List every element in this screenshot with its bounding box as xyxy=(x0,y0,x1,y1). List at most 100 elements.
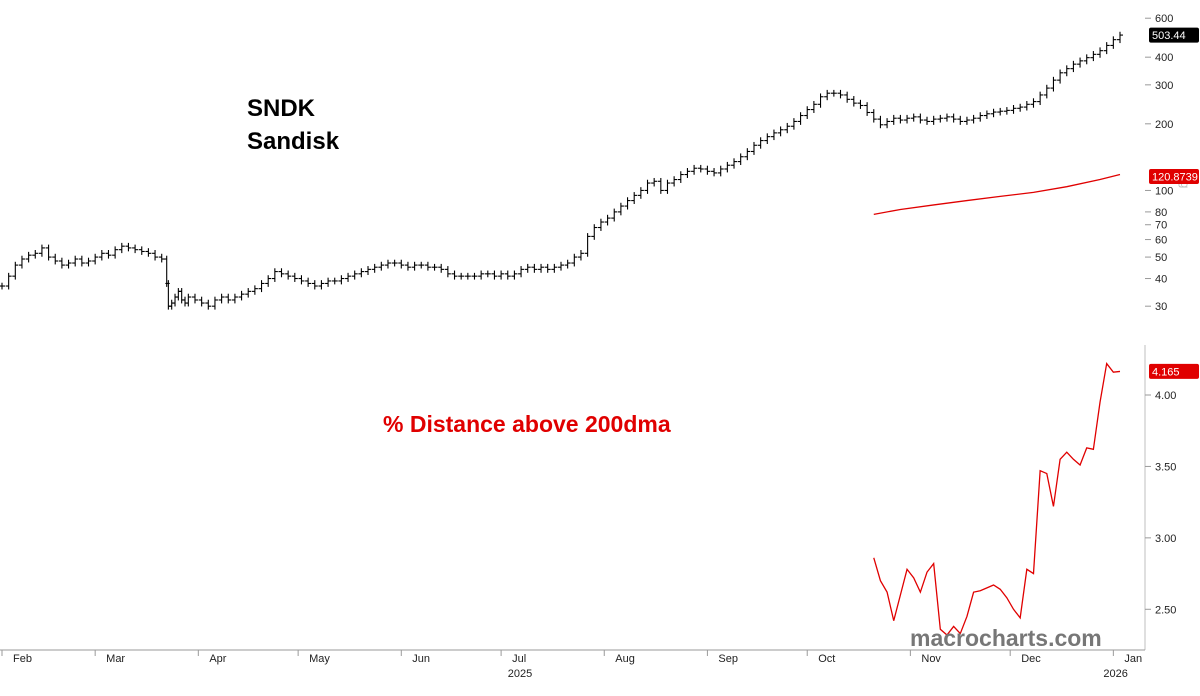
price-bar xyxy=(1017,103,1024,112)
distance-tick-label: 3.50 xyxy=(1155,461,1176,473)
price-tick-label: 60 xyxy=(1155,235,1167,247)
price-bar xyxy=(411,261,418,271)
year-tick-label: 2025 xyxy=(508,668,532,680)
price-bar xyxy=(158,253,165,263)
price-bar xyxy=(175,288,182,301)
price-bar xyxy=(538,263,545,273)
price-bar xyxy=(963,116,970,125)
month-tick-label: Jun xyxy=(412,653,430,665)
price-bar xyxy=(1050,76,1057,92)
price-bar xyxy=(943,113,950,122)
price-bar xyxy=(1063,65,1070,77)
price-bar xyxy=(311,280,318,290)
price-bar xyxy=(458,272,465,280)
last-distance-value: 4.165 xyxy=(1152,366,1180,378)
price-bars xyxy=(0,31,1123,310)
price-bar xyxy=(298,275,305,285)
price-bar xyxy=(78,255,85,267)
price-bar xyxy=(245,288,252,298)
price-tick-label: 80 xyxy=(1155,207,1167,219)
price-bar xyxy=(970,114,977,124)
price-bar xyxy=(837,89,844,99)
price-bar xyxy=(58,257,65,269)
price-bar xyxy=(804,106,811,119)
price-bar xyxy=(98,250,105,261)
price-bar xyxy=(744,148,751,161)
price-bar xyxy=(864,102,871,116)
price-bar xyxy=(25,251,32,263)
price-bar xyxy=(617,202,624,216)
price-bar xyxy=(1110,36,1117,49)
price-bar xyxy=(877,115,884,129)
price-bar xyxy=(484,270,491,278)
price-bar xyxy=(198,296,205,307)
month-tick-label: Aug xyxy=(615,653,635,665)
price-bar xyxy=(983,110,990,119)
price-bar xyxy=(138,246,145,255)
price-bar xyxy=(218,293,225,304)
price-bar xyxy=(750,141,757,155)
price-bar xyxy=(0,282,5,290)
price-bar xyxy=(518,266,525,278)
price-bar xyxy=(790,118,797,130)
price-bar xyxy=(65,259,72,269)
price-bar xyxy=(657,177,664,194)
price-bar xyxy=(1083,54,1090,65)
price-bar xyxy=(1057,69,1064,84)
price-tick-label: 70 xyxy=(1155,220,1167,232)
price-bar xyxy=(1077,57,1084,68)
price-bar xyxy=(464,272,471,280)
price-bar xyxy=(118,242,125,254)
price-bar xyxy=(731,158,738,169)
price-bar xyxy=(857,99,864,109)
chart-subtitle: Sandisk xyxy=(247,128,340,155)
price-bar xyxy=(318,280,325,290)
price-bar xyxy=(72,255,79,267)
price-bar xyxy=(384,259,391,269)
price-bar xyxy=(404,261,411,271)
chart-title: SNDK xyxy=(247,95,316,122)
price-bar xyxy=(278,268,285,278)
price-bar xyxy=(504,270,511,280)
price-bar xyxy=(564,259,571,269)
price-bar xyxy=(624,197,631,210)
distance-axis-ticks: 2.50 3.00 3.50 4.00 xyxy=(1145,390,1176,616)
distance-tick-label: 2.50 xyxy=(1155,604,1176,616)
price-bar xyxy=(957,115,964,125)
month-tick-label: Feb xyxy=(13,653,32,665)
price-bar xyxy=(597,218,604,231)
price-bar xyxy=(491,270,498,280)
price-bar xyxy=(577,250,584,261)
price-bar xyxy=(990,108,997,118)
price-bar xyxy=(45,244,52,261)
price-bar xyxy=(824,89,831,101)
price-tick-label: 40 xyxy=(1155,274,1167,286)
price-bar xyxy=(1003,107,1010,115)
distance-tick-label: 4.00 xyxy=(1155,390,1176,402)
price-bar xyxy=(265,275,272,287)
price-bar xyxy=(125,242,132,252)
price-bar xyxy=(498,270,505,280)
price-bar xyxy=(531,263,538,273)
last-price-badge: 503.44 xyxy=(1149,27,1199,43)
price-bar xyxy=(917,113,924,124)
month-tick-label: Dec xyxy=(1021,653,1041,665)
price-bar xyxy=(558,261,564,271)
price-bar xyxy=(1103,42,1110,55)
price-bar xyxy=(1117,31,1123,44)
price-bar xyxy=(1043,84,1050,99)
price-bar xyxy=(770,129,777,141)
price-bar xyxy=(471,272,478,280)
moving-average-badge: 120.8739 xyxy=(1149,169,1199,185)
price-bar xyxy=(691,164,698,175)
price-bar xyxy=(604,214,611,226)
price-bar xyxy=(1030,98,1037,108)
price-bar xyxy=(644,179,651,194)
price-bar xyxy=(358,268,365,278)
price-bar xyxy=(924,116,931,125)
month-tick-label: Nov xyxy=(921,653,941,665)
price-bar xyxy=(185,293,192,307)
price-bar xyxy=(418,261,425,269)
price-bar xyxy=(1070,60,1077,73)
